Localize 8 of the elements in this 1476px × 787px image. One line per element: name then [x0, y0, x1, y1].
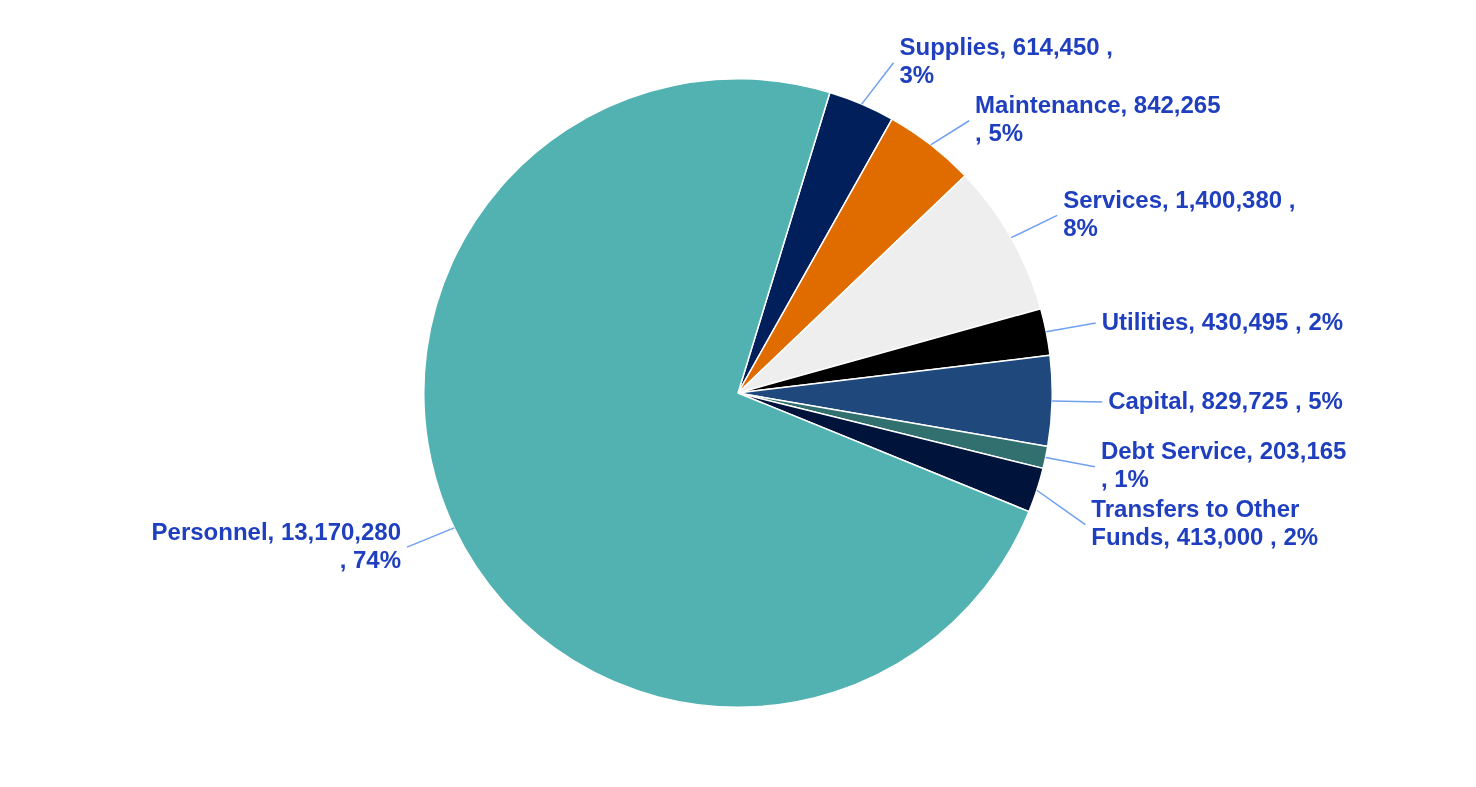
slice-label: Personnel, 13,170,280 , 74%: [151, 517, 402, 573]
slice-label: Transfers to Other Funds, 413,000 , 2%: [1091, 495, 1319, 551]
slice-label: Supplies, 614,450 , 3%: [899, 33, 1113, 89]
slice-label: Debt Service, 203,165 , 1%: [1100, 437, 1347, 493]
slice-label: Capital, 829,725 , 5%: [1108, 386, 1343, 414]
slice-label: Utilities, 430,495 , 2%: [1101, 307, 1344, 335]
slice-label: Services, 1,400,380 , 8%: [1063, 186, 1296, 242]
slice-label: Maintenance, 842,265 , 5%: [975, 91, 1221, 147]
